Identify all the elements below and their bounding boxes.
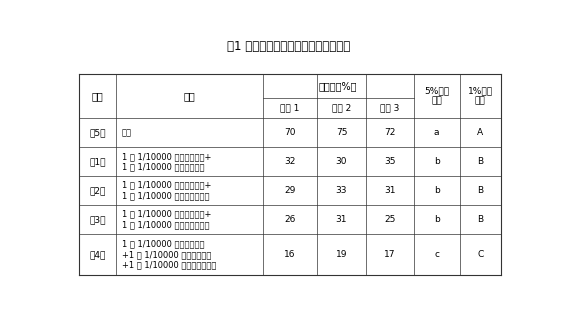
Text: 1 份 1/10000 亚精胺水溶液
+1 份 1/10000 硝普钠水溶液
+1 份 1/10000 硫氢化钠水溶液: 1 份 1/10000 亚精胺水溶液 +1 份 1/10000 硝普钠水溶液 +… — [122, 239, 216, 269]
Text: 75: 75 — [336, 128, 347, 137]
Text: 表1 信号分子组合物不同处理防裂效果: 表1 信号分子组合物不同处理防裂效果 — [227, 40, 351, 53]
Text: 1 份 1/10000 亚精胺水溶液+
1 份 1/10000 硫氢化钠水溶液: 1 份 1/10000 亚精胺水溶液+ 1 份 1/10000 硫氢化钠水溶液 — [122, 181, 211, 200]
Text: a: a — [434, 128, 439, 137]
Text: 重复 2: 重复 2 — [332, 104, 351, 113]
Text: 1 份 1/10000 硝普钠水溶液+
1 份 1/10000 硫氢化钠水溶液: 1 份 1/10000 硝普钠水溶液+ 1 份 1/10000 硫氢化钠水溶液 — [122, 210, 211, 229]
Text: 裂果率（%）: 裂果率（%） — [319, 81, 358, 91]
Text: 5%显著
水平: 5%显著 水平 — [424, 86, 449, 106]
Text: A: A — [477, 128, 483, 137]
Text: 编号: 编号 — [92, 91, 104, 101]
Text: 17: 17 — [384, 250, 395, 259]
Text: c: c — [434, 250, 439, 259]
Text: 16: 16 — [284, 250, 296, 259]
Text: C: C — [477, 250, 483, 259]
Text: 72: 72 — [384, 128, 395, 137]
Text: 重复 3: 重复 3 — [380, 104, 399, 113]
Text: 26: 26 — [284, 215, 296, 224]
Text: B: B — [477, 215, 483, 224]
Text: （2）: （2） — [90, 186, 106, 195]
Text: 30: 30 — [336, 157, 347, 166]
Text: （4）: （4） — [90, 250, 106, 259]
Text: B: B — [477, 186, 483, 195]
Text: b: b — [434, 157, 439, 166]
Text: 25: 25 — [384, 215, 395, 224]
Text: B: B — [477, 157, 483, 166]
Text: 处理: 处理 — [184, 91, 196, 101]
Text: 29: 29 — [284, 186, 296, 195]
Text: 32: 32 — [284, 157, 296, 166]
Text: 70: 70 — [284, 128, 296, 137]
Text: 31: 31 — [384, 186, 395, 195]
Text: 33: 33 — [336, 186, 347, 195]
Text: （5）: （5） — [90, 128, 106, 137]
Text: 对照: 对照 — [122, 128, 131, 137]
Text: （3）: （3） — [90, 215, 106, 224]
Text: 1%显著
水平: 1%显著 水平 — [468, 86, 493, 106]
Text: 重复 1: 重复 1 — [280, 104, 300, 113]
Text: 19: 19 — [336, 250, 347, 259]
Text: 31: 31 — [336, 215, 347, 224]
Text: b: b — [434, 215, 439, 224]
Text: （1）: （1） — [90, 157, 106, 166]
Text: 1 份 1/10000 亚精胺水溶液+
1 份 1/10000 硝普钠水溶液: 1 份 1/10000 亚精胺水溶液+ 1 份 1/10000 硝普钠水溶液 — [122, 152, 211, 171]
Text: b: b — [434, 186, 439, 195]
Text: 35: 35 — [384, 157, 395, 166]
